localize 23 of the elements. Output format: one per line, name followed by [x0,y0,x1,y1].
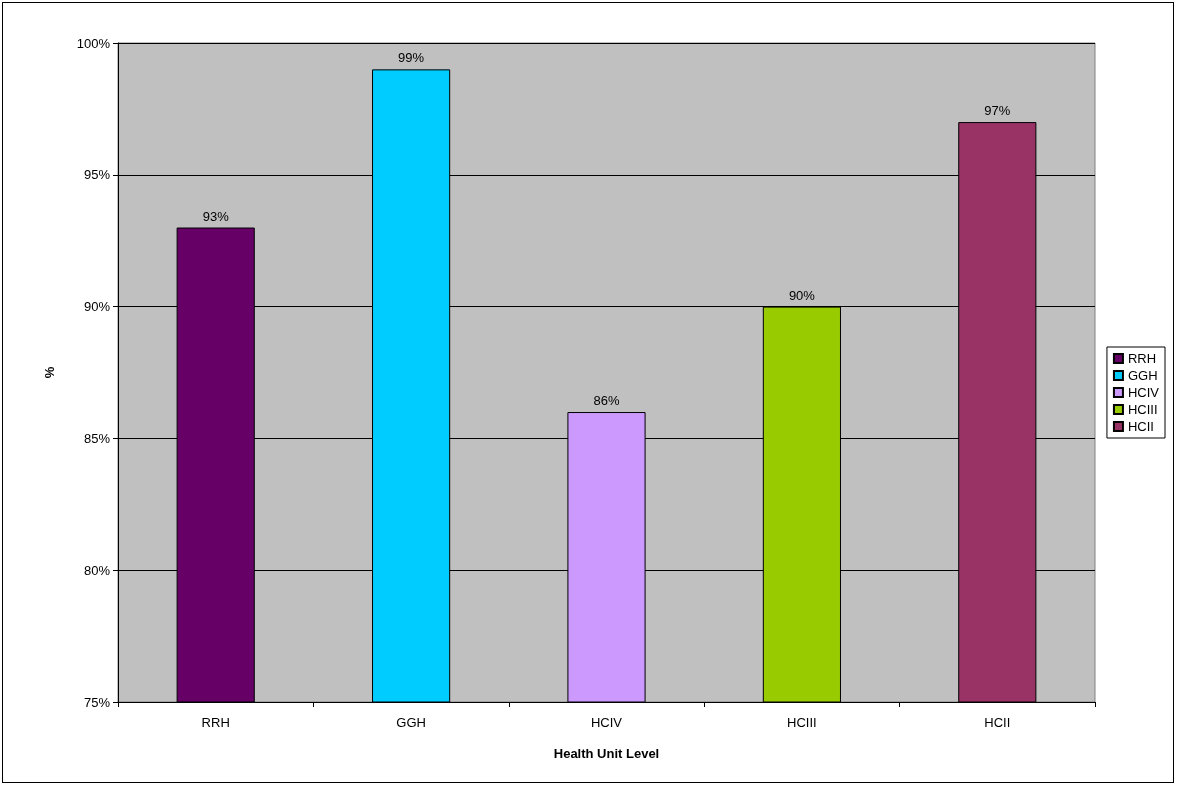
legend-label: GGH [1127,368,1158,383]
y-axis-title: % [42,366,57,379]
data-label: 90% [788,287,816,303]
legend-label: HCIV [1127,385,1160,400]
y-tick-label: 85% [83,430,111,446]
y-tick-label: 80% [83,562,111,578]
x-axis-title: Health Unit Level [553,746,660,761]
x-tick-label: RRH [201,715,230,730]
x-tick-label: HCIII [787,715,817,730]
data-label: 99% [398,50,425,66]
y-tick-label: 95% [83,167,111,183]
x-tick-label: HCII [984,715,1011,730]
y-tick-label: 75% [83,694,111,710]
x-tick-label: GGH [396,715,426,730]
legend-label: RRH [1127,351,1157,366]
data-label: 93% [202,208,230,224]
legend-label: HCII [1127,419,1154,434]
legend-label: HCIII [1127,402,1158,417]
data-label: 86% [593,393,620,409]
y-tick-label: 90% [83,299,111,315]
x-tick-label: HCIV [590,715,623,730]
data-label: 97% [984,103,1011,119]
y-tick-label: 100% [76,35,111,51]
